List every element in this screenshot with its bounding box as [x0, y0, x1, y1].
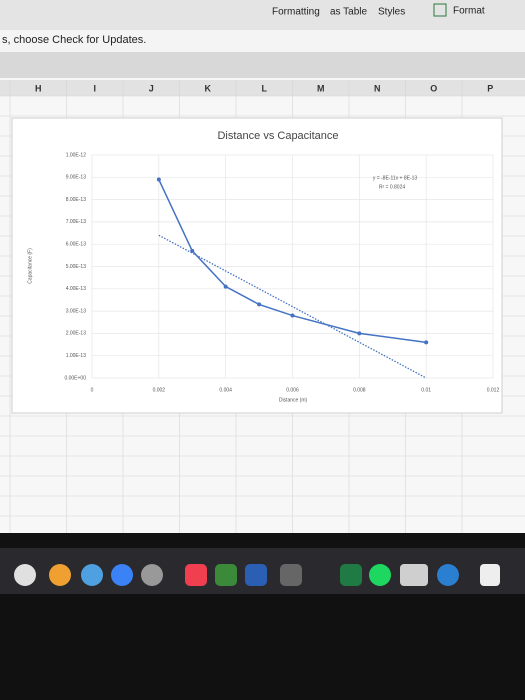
column-header: J: [149, 83, 154, 93]
toolbar-button[interactable]: Format: [453, 6, 485, 17]
data-point: [257, 302, 262, 307]
notice-bar: [0, 30, 525, 52]
data-point: [290, 313, 295, 318]
column-header: M: [317, 83, 325, 93]
dock-icon[interactable]: [480, 564, 500, 586]
y-tick-label: 7.00E-13: [66, 219, 87, 225]
toolbar-text: Formatting: [272, 7, 320, 18]
data-point: [357, 331, 362, 336]
chart-area: [11, 117, 503, 414]
x-tick-label: 0.002: [153, 387, 166, 393]
column-header: L: [262, 83, 268, 93]
dock-icons: [14, 564, 500, 586]
trendline-equation: y = -8E-11x + 8E-13: [373, 175, 418, 181]
chart-title: Distance vs Capacitance: [217, 130, 338, 142]
format-icon: [433, 3, 447, 17]
column-header: I: [93, 83, 96, 93]
trendline: [158, 234, 427, 379]
column-header: P: [487, 83, 493, 93]
notice-text: s, choose Check for Updates.: [2, 34, 146, 46]
y-tick-label: 4.00E-13: [66, 286, 87, 292]
x-tick-label: 0.006: [286, 387, 299, 393]
dock-icon[interactable]: [14, 564, 36, 586]
dock-icon[interactable]: [141, 564, 163, 586]
dock-icon[interactable]: [111, 564, 133, 586]
y-tick-label: 5.00E-13: [66, 264, 87, 270]
trendline-r-squared: R² = 0.8024: [379, 184, 405, 190]
column-header: N: [374, 83, 381, 93]
y-tick-label: 8.00E-13: [66, 197, 87, 203]
column-header: H: [35, 83, 42, 93]
x-tick-label: 0: [91, 387, 94, 393]
toolbar-text: Styles: [378, 7, 405, 18]
column-header: O: [430, 83, 437, 93]
dock-icon[interactable]: [400, 564, 428, 586]
y-tick-label: 2.00E-13: [66, 331, 87, 337]
column-header: K: [205, 83, 212, 93]
toolbar-text: as Table: [330, 7, 368, 18]
formula-area: [0, 52, 525, 78]
x-tick-label: 0.004: [219, 387, 232, 393]
data-point: [424, 340, 429, 345]
toolbar: [0, 0, 525, 30]
dock-icon[interactable]: [49, 564, 71, 586]
y-tick-label: 3.00E-13: [66, 308, 87, 314]
column-header-row: [0, 80, 525, 96]
y-tick-label: 6.00E-13: [66, 242, 87, 248]
dock-icon[interactable]: [340, 564, 362, 586]
dock-icon[interactable]: [369, 564, 391, 586]
y-axis-title: Capacitance (F): [27, 248, 33, 284]
dock-icon[interactable]: [185, 564, 207, 586]
data-point: [156, 177, 161, 182]
data-point: [223, 284, 228, 289]
y-tick-label: 1.00E-12: [66, 152, 87, 158]
dock-icon[interactable]: [280, 564, 302, 586]
x-axis-title: Distance (m): [279, 397, 308, 403]
y-tick-label: 1.00E-13: [66, 353, 87, 359]
x-tick-label: 0.01: [421, 387, 431, 393]
y-tick-label: 0.00E+00: [64, 375, 86, 381]
y-tick-label: 9.00E-13: [66, 175, 87, 181]
x-tick-label: 0.008: [353, 387, 366, 393]
dock-icon[interactable]: [245, 564, 267, 586]
dock-icon[interactable]: [81, 564, 103, 586]
dock-icon[interactable]: [437, 564, 459, 586]
x-tick-label: 0.012: [487, 387, 500, 393]
dock-icon[interactable]: [215, 564, 237, 586]
